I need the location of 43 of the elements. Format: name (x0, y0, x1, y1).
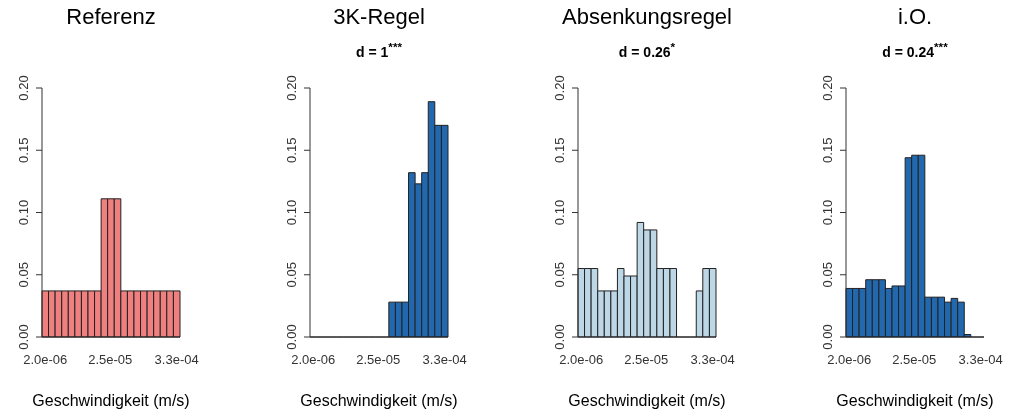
y-tick-label: 0.05 (552, 262, 567, 288)
chart-subtitle: d = 1$^{***}$ (355, 40, 403, 60)
y-tick-label: 0.20 (16, 75, 31, 101)
chart-title: 3K-Regel (332, 4, 426, 30)
y-tick-label: 0.20 (284, 75, 299, 101)
x-tick-label: 3.3e-04 (154, 352, 199, 368)
y-tick-label: 0.10 (820, 199, 835, 226)
y-tick-label: 0.00 (284, 324, 299, 350)
y-tick-label: 0.00 (552, 324, 567, 350)
y-tick-label: 0.05 (16, 262, 31, 288)
y-tick-label: 0.05 (820, 262, 835, 288)
x-tick-label: 2.0e-06 (827, 352, 872, 368)
x-axis-title: Geschwindigkeit (m/s) (835, 392, 995, 410)
x-tick-label: 2.5e-05 (624, 352, 669, 368)
x-tick-label: 2.0e-06 (559, 352, 604, 368)
y-tick-label: 0.15 (552, 137, 567, 163)
x-tick-label: 3.3e-04 (690, 352, 735, 368)
x-tick-label: 2.0e-06 (23, 352, 68, 368)
y-tick-label: 0.00 (16, 324, 31, 350)
y-tick-label: 0.10 (284, 199, 299, 226)
chart-subtitle: d = 0.26$^{*}$ (617, 40, 677, 60)
chart-subtitle: d = 0.24$^{***}$ (881, 40, 949, 60)
x-tick-label: 2.5e-05 (88, 352, 133, 368)
x-axis-title: Geschwindigkeit (m/s) (299, 392, 459, 410)
y-tick-label: 0.15 (16, 137, 31, 163)
chart-title: i.O. (896, 4, 934, 30)
chart-title: Referenz (65, 4, 157, 30)
x-tick-label: 3.3e-04 (958, 352, 1003, 368)
x-tick-label: 2.5e-05 (356, 352, 401, 368)
y-tick-label: 0.05 (284, 262, 299, 288)
x-axis-title: Geschwindigkeit (m/s) (567, 392, 727, 410)
chart-title: Absenkungsregel (561, 4, 733, 30)
y-tick-label: 0.20 (820, 75, 835, 101)
y-tick-label: 0.20 (552, 75, 567, 101)
y-tick-label: 0.15 (820, 137, 835, 163)
x-tick-label: 2.5e-05 (892, 352, 937, 368)
x-tick-label: 2.0e-06 (291, 352, 336, 368)
y-tick-label: 0.10 (16, 199, 31, 226)
y-tick-label: 0.10 (552, 199, 567, 226)
y-tick-label: 0.00 (820, 324, 835, 350)
x-axis-title: Geschwindigkeit (m/s) (31, 392, 191, 410)
x-tick-label: 3.3e-04 (422, 352, 467, 368)
y-tick-label: 0.15 (284, 137, 299, 163)
